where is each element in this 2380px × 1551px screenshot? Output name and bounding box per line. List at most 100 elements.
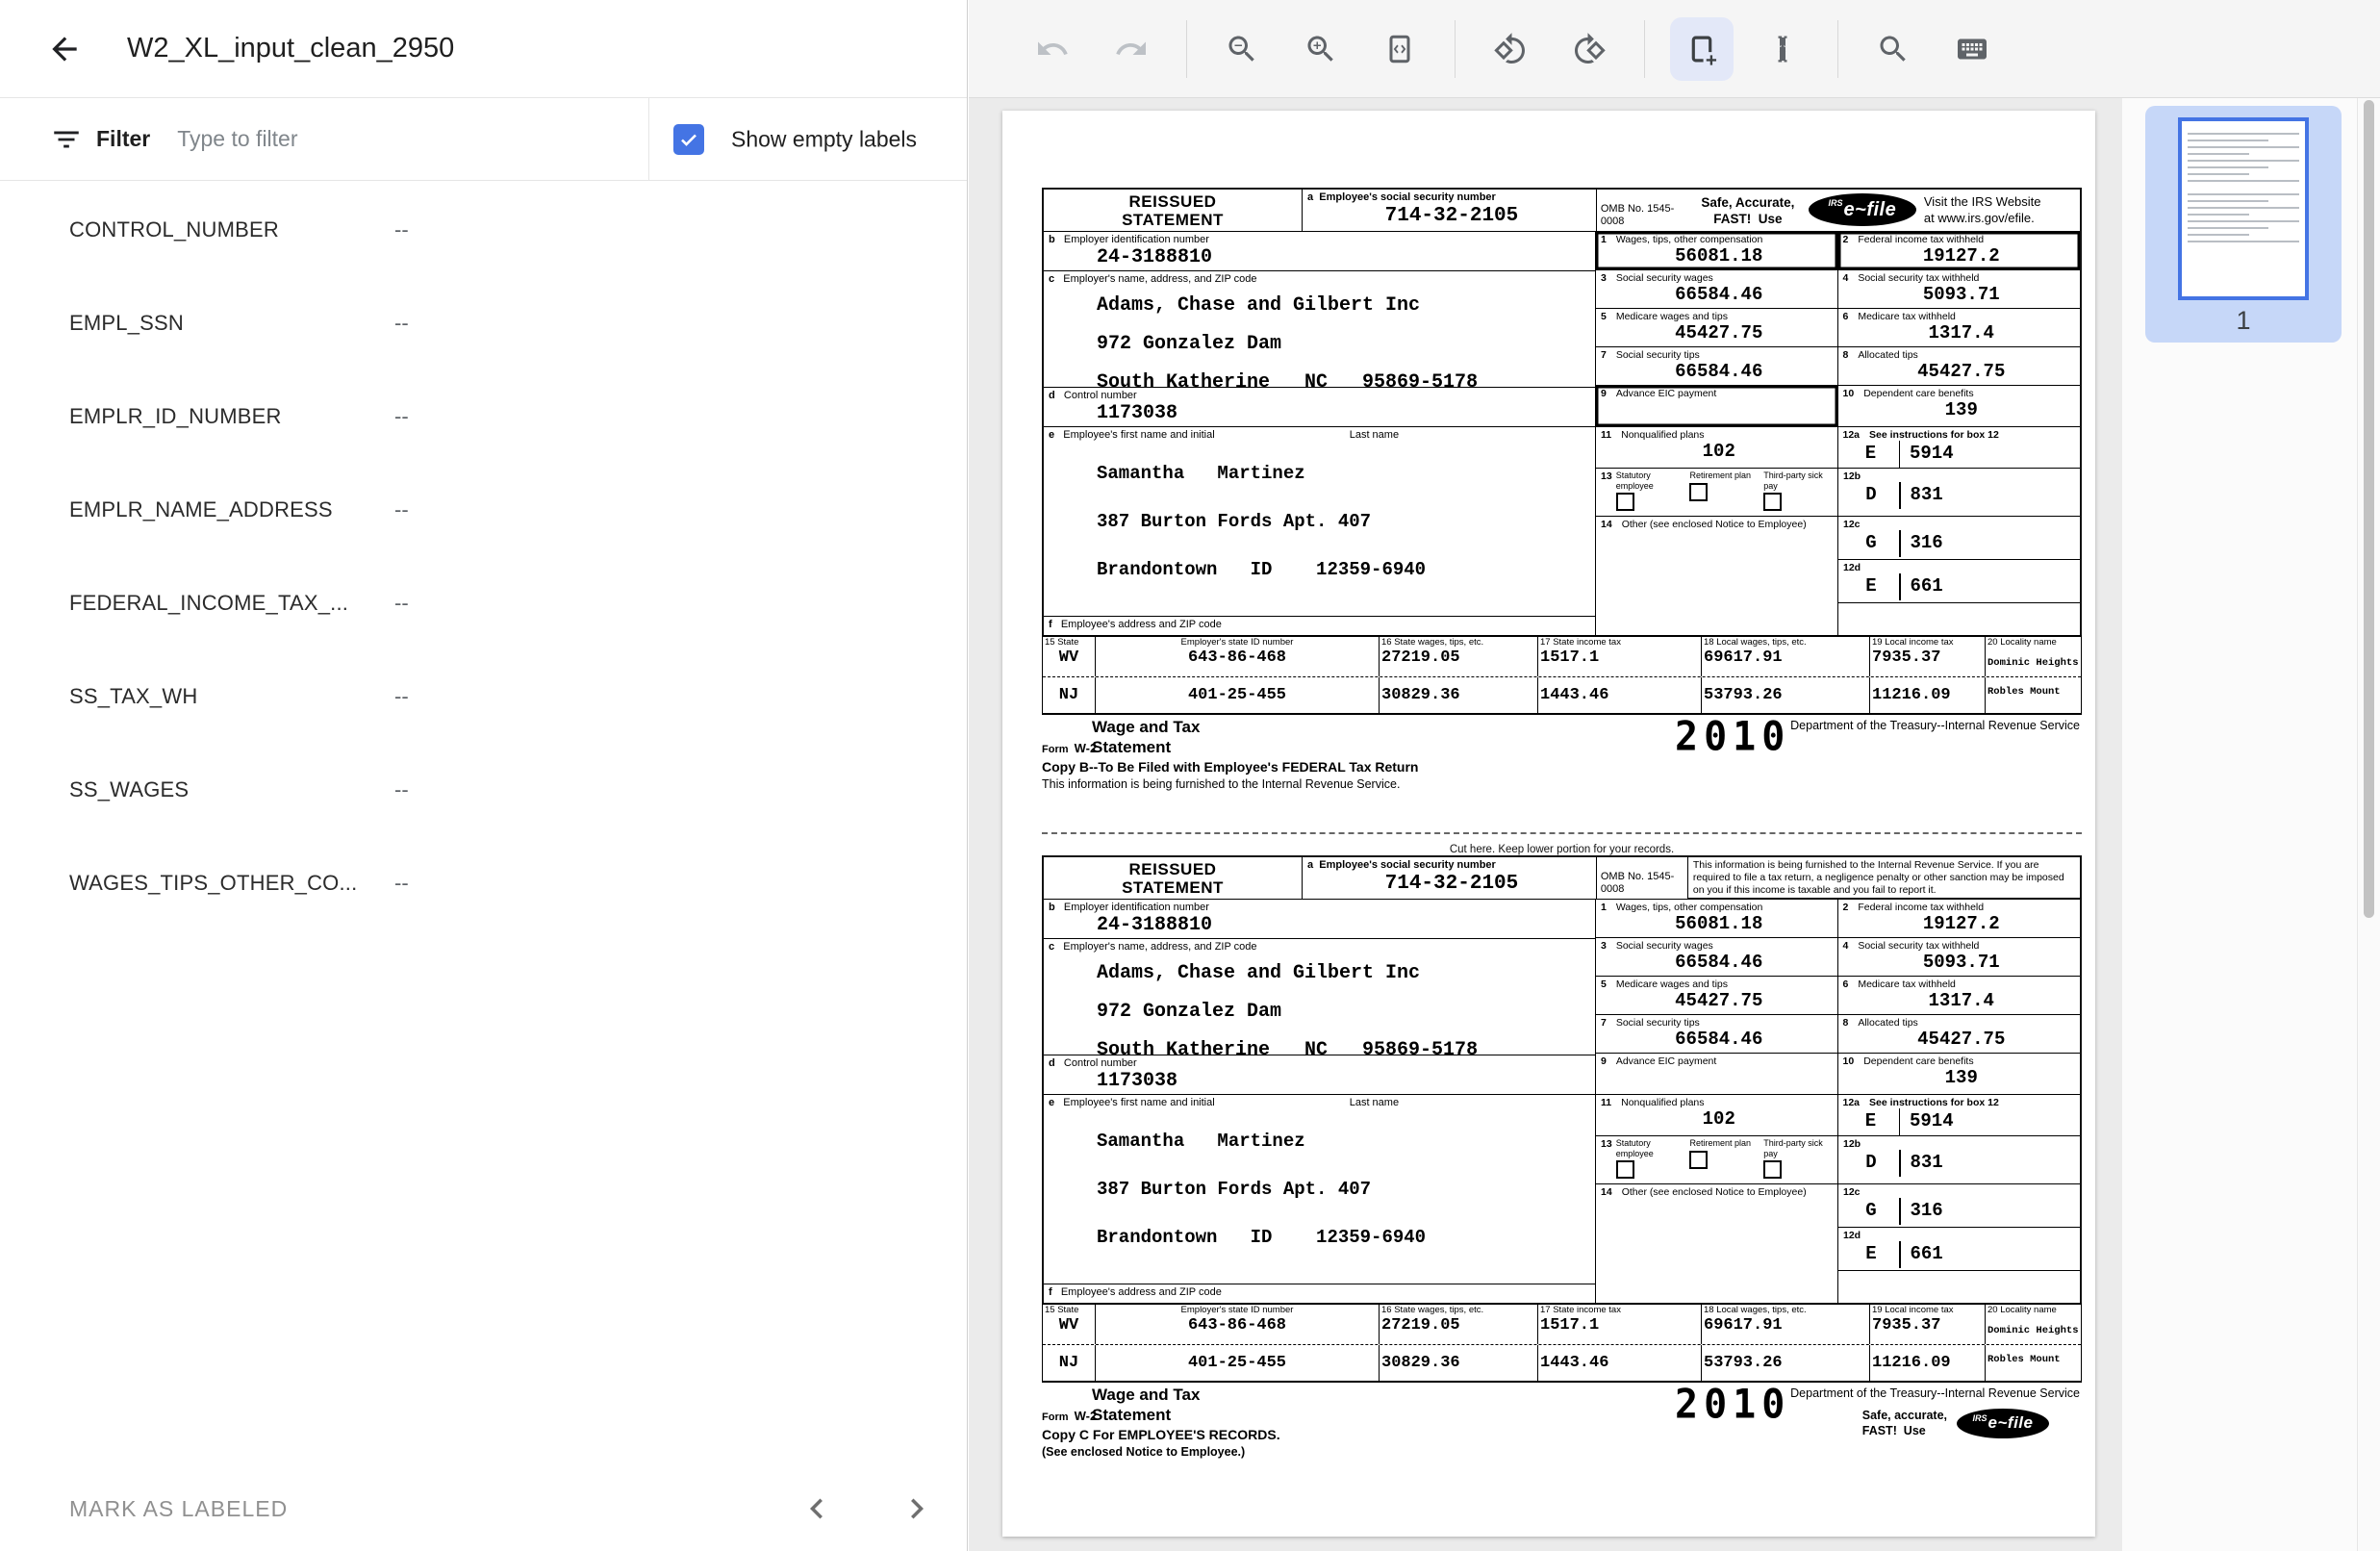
label-row-ss-tax-wh[interactable]: SS_TAX_WH --: [69, 684, 409, 708]
box-b-label: b Employer identification number: [1049, 902, 1209, 913]
label-row-emplr-name-address[interactable]: EMPLR_NAME_ADDRESS --: [69, 497, 409, 521]
document-header: W2_XL_input_clean_2950: [0, 0, 967, 98]
w2-box-a-ssn: a Employee's social security number 714-…: [1303, 857, 1597, 899]
state-id-2: 401-25-455: [1187, 686, 1287, 704]
w2-box-12b: 12b D 831: [1838, 1136, 2080, 1183]
box-8-value: 45427.75: [1917, 361, 2006, 383]
box-10-value: 139: [1944, 1067, 1978, 1089]
employee-name: Samantha Martinez: [1097, 1130, 1305, 1152]
add-bounding-box-button[interactable]: [1670, 16, 1734, 81]
filter-input[interactable]: [177, 126, 563, 152]
previous-document-button[interactable]: [795, 1487, 839, 1531]
back-button[interactable]: [42, 27, 87, 71]
state-tax-2: 1443.46: [1540, 686, 1609, 704]
zoom-in-button[interactable]: [1299, 27, 1343, 71]
w2-form: REISSUED STATEMENT a Employee's social s…: [1042, 855, 2082, 1475]
state-tax-2: 1443.46: [1540, 1354, 1609, 1372]
keyboard-shortcuts-button[interactable]: [1950, 27, 1994, 71]
label-row-empl-ssn[interactable]: EMPL_SSN --: [69, 311, 409, 335]
w2-box-b-ein: b Employer identification number 24-3188…: [1044, 900, 1595, 939]
w2-box-12c: 12c G 316: [1838, 517, 2080, 560]
third-party-sick-pay-label: Third-party sick pay: [1763, 470, 1823, 491]
label-row-federal-income-tax[interactable]: FEDERAL_INCOME_TAX_... --: [69, 591, 409, 615]
scrollbar-thumb[interactable]: [2364, 100, 2374, 918]
box-c-label: c Employer's name, address, and ZIP code: [1049, 941, 1257, 953]
labeling-side-panel: W2_XL_input_clean_2950 Filter Show empty…: [0, 0, 968, 1551]
label-row-wages-tips-other[interactable]: WAGES_TIPS_OTHER_CO... --: [69, 871, 409, 895]
zoom-out-button[interactable]: [1220, 27, 1264, 71]
treasury-dept-label: Department of the Treasury--Internal Rev…: [1790, 719, 2080, 732]
box-8-value: 45427.75: [1917, 1029, 2006, 1051]
retirement-plan-label: Retirement plan: [1689, 470, 1751, 480]
box-2-value: 19127.2: [1922, 913, 2000, 935]
box-7-value: 66584.46: [1675, 1029, 1763, 1051]
w2-box-d-control: d Control number 1173038: [1044, 1055, 1595, 1095]
w2-box-c-employer: c Employer's name, address, and ZIP code…: [1044, 939, 1595, 1061]
box-f-label: f Employee's address and ZIP code: [1049, 619, 1222, 630]
w2-box-14: 14 Other (see enclosed Notice to Employee…: [1596, 517, 1838, 635]
fit-to-width-icon: [1389, 35, 1410, 63]
rotate-right-button[interactable]: [1567, 27, 1611, 71]
show-empty-labels-label: Show empty labels: [731, 126, 918, 151]
rotate-left-button[interactable]: [1488, 27, 1532, 71]
arrow-left-icon: [52, 36, 77, 62]
w2-box-7: 7 Social security tips 66584.46: [1596, 347, 1838, 385]
footer-efile-block: Safe, accurate, FAST! Use IRS e~file: [1862, 1408, 2049, 1438]
w2-box-2: 2 Federal income tax withheld 19127.2: [1838, 232, 2081, 269]
w2-box-f: f Employee's address and ZIP code: [1044, 616, 1595, 635]
w2-box-10: 10 Dependent care benefits 139: [1838, 1054, 2081, 1094]
w2-box-2: 2 Federal income tax withheld 19127.2: [1838, 900, 2081, 937]
show-empty-labels-checkbox[interactable]: [673, 124, 704, 155]
w2-box-1: 1 Wages, tips, other compensation 56081.18: [1596, 900, 1838, 937]
copy-b-line2: This information is being furnished to t…: [1042, 777, 1401, 791]
fit-to-width-button[interactable]: [1378, 27, 1422, 71]
text-cursor-icon: [1778, 36, 1787, 62]
w2-box-11: 11 Nonqualified plans 102: [1596, 1095, 1838, 1135]
retirement-plan-checkbox: [1689, 482, 1709, 501]
w2-box-3: 3 Social security wages 66584.46: [1596, 270, 1838, 308]
box-d-label: d Control number: [1049, 1057, 1137, 1069]
box-12b-value: 831: [1910, 1152, 1943, 1174]
cut-line-text: Cut here. Keep lower portion for your re…: [1449, 844, 1675, 855]
ein-value: 24-3188810: [1097, 913, 1213, 936]
box-12b-value: 831: [1910, 484, 1943, 506]
box-5-value: 45427.75: [1675, 990, 1763, 1012]
redo-button[interactable]: [1109, 27, 1153, 71]
local-tax-2: 11216.09: [1872, 1354, 1951, 1372]
document-page[interactable]: REISSUED STATEMENT a Employee's social s…: [1002, 111, 2095, 1537]
page-thumbnail[interactable]: 1: [2145, 106, 2342, 343]
control-number-value: 1173038: [1097, 1069, 1178, 1092]
box-e-lastname-label: Last name: [1349, 429, 1400, 441]
select-text-button[interactable]: [1760, 27, 1805, 71]
box-12c-value: 316: [1910, 1200, 1943, 1222]
box-12a-value: 5914: [1910, 1110, 1954, 1132]
w2-box-9: 9 Advance EIC payment: [1596, 386, 1838, 426]
state-1: WV: [1058, 648, 1079, 667]
filter-bar: Filter Show empty labels: [0, 98, 967, 181]
control-number-value: 1173038: [1097, 401, 1178, 424]
box-4-value: 5093.71: [1922, 284, 2000, 306]
search-button[interactable]: [1871, 27, 1915, 71]
box-e-lastname-label: Last name: [1349, 1097, 1400, 1108]
w2-box-12b: 12b D 831: [1838, 469, 2080, 516]
scrollbar[interactable]: [2357, 98, 2380, 1551]
local-tax-1: 7935.37: [1872, 1315, 1941, 1335]
employer-street: 972 Gonzalez Dam: [1097, 1000, 1282, 1023]
w2-box-d-control: d Control number 1173038: [1044, 388, 1595, 427]
state-id-1: 643-86-468: [1187, 1315, 1287, 1335]
locality-1: Dominic Heights: [1988, 656, 2079, 669]
label-row-control-number[interactable]: CONTROL_NUMBER --: [69, 217, 409, 242]
box-12c-value: 316: [1910, 532, 1943, 554]
w2-box-13: 13 Statutory employee Retirement plan Th…: [1596, 469, 1838, 516]
locality-2: Robles Mount: [1988, 686, 2061, 698]
w2-box-a-ssn: a Employee's social security number 714-…: [1303, 190, 1597, 231]
thumbnail-page-preview: [2178, 117, 2309, 300]
label-row-emplr-id-number[interactable]: EMPLR_ID_NUMBER --: [69, 404, 409, 428]
box-11-value: 102: [1702, 441, 1735, 463]
mark-as-labeled-button[interactable]: MARK AS LABELED: [69, 1495, 289, 1521]
undo-button[interactable]: [1030, 27, 1075, 71]
locality-2: Robles Mount: [1988, 1354, 2061, 1365]
label-row-ss-wages[interactable]: SS_WAGES --: [69, 777, 409, 801]
w2-form: REISSUED STATEMENT a Employee's social s…: [1042, 188, 2082, 807]
next-document-button[interactable]: [895, 1487, 939, 1531]
